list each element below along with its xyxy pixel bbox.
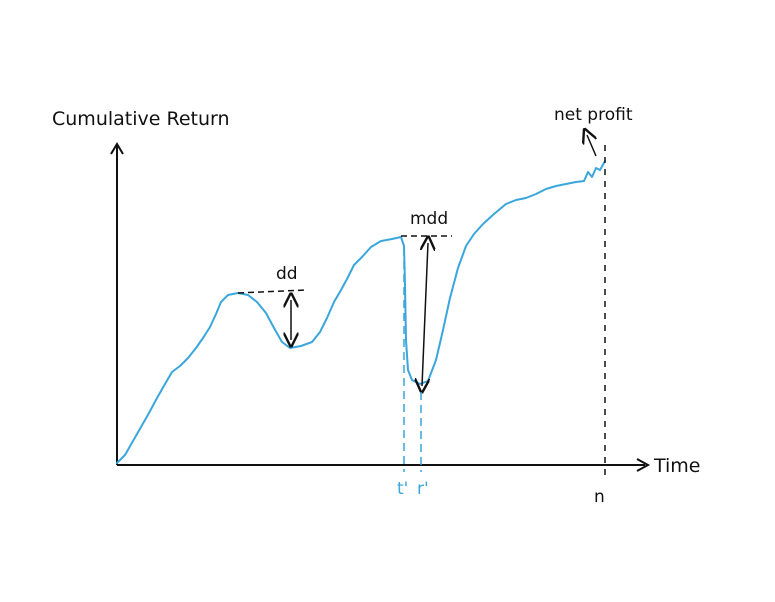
dd-peak-dashed-line: [237, 289, 307, 294]
dd-label: dd: [276, 264, 298, 284]
x-axis-label: Time: [653, 455, 701, 477]
r-prime-label: r': [417, 479, 429, 499]
mdd-label: mdd: [410, 209, 448, 229]
n-label: n: [594, 487, 605, 507]
net-profit-arrow: [587, 135, 596, 157]
t-prime-label: t': [397, 479, 408, 499]
y-axis-arrow: [110, 142, 124, 155]
x-axis-arrow: [636, 458, 651, 472]
y-axis-label: Cumulative Return: [52, 108, 230, 130]
mdd-arrow: [422, 243, 428, 386]
net-profit-label: net profit: [554, 105, 633, 125]
cumulative-return-curve: [116, 160, 606, 464]
